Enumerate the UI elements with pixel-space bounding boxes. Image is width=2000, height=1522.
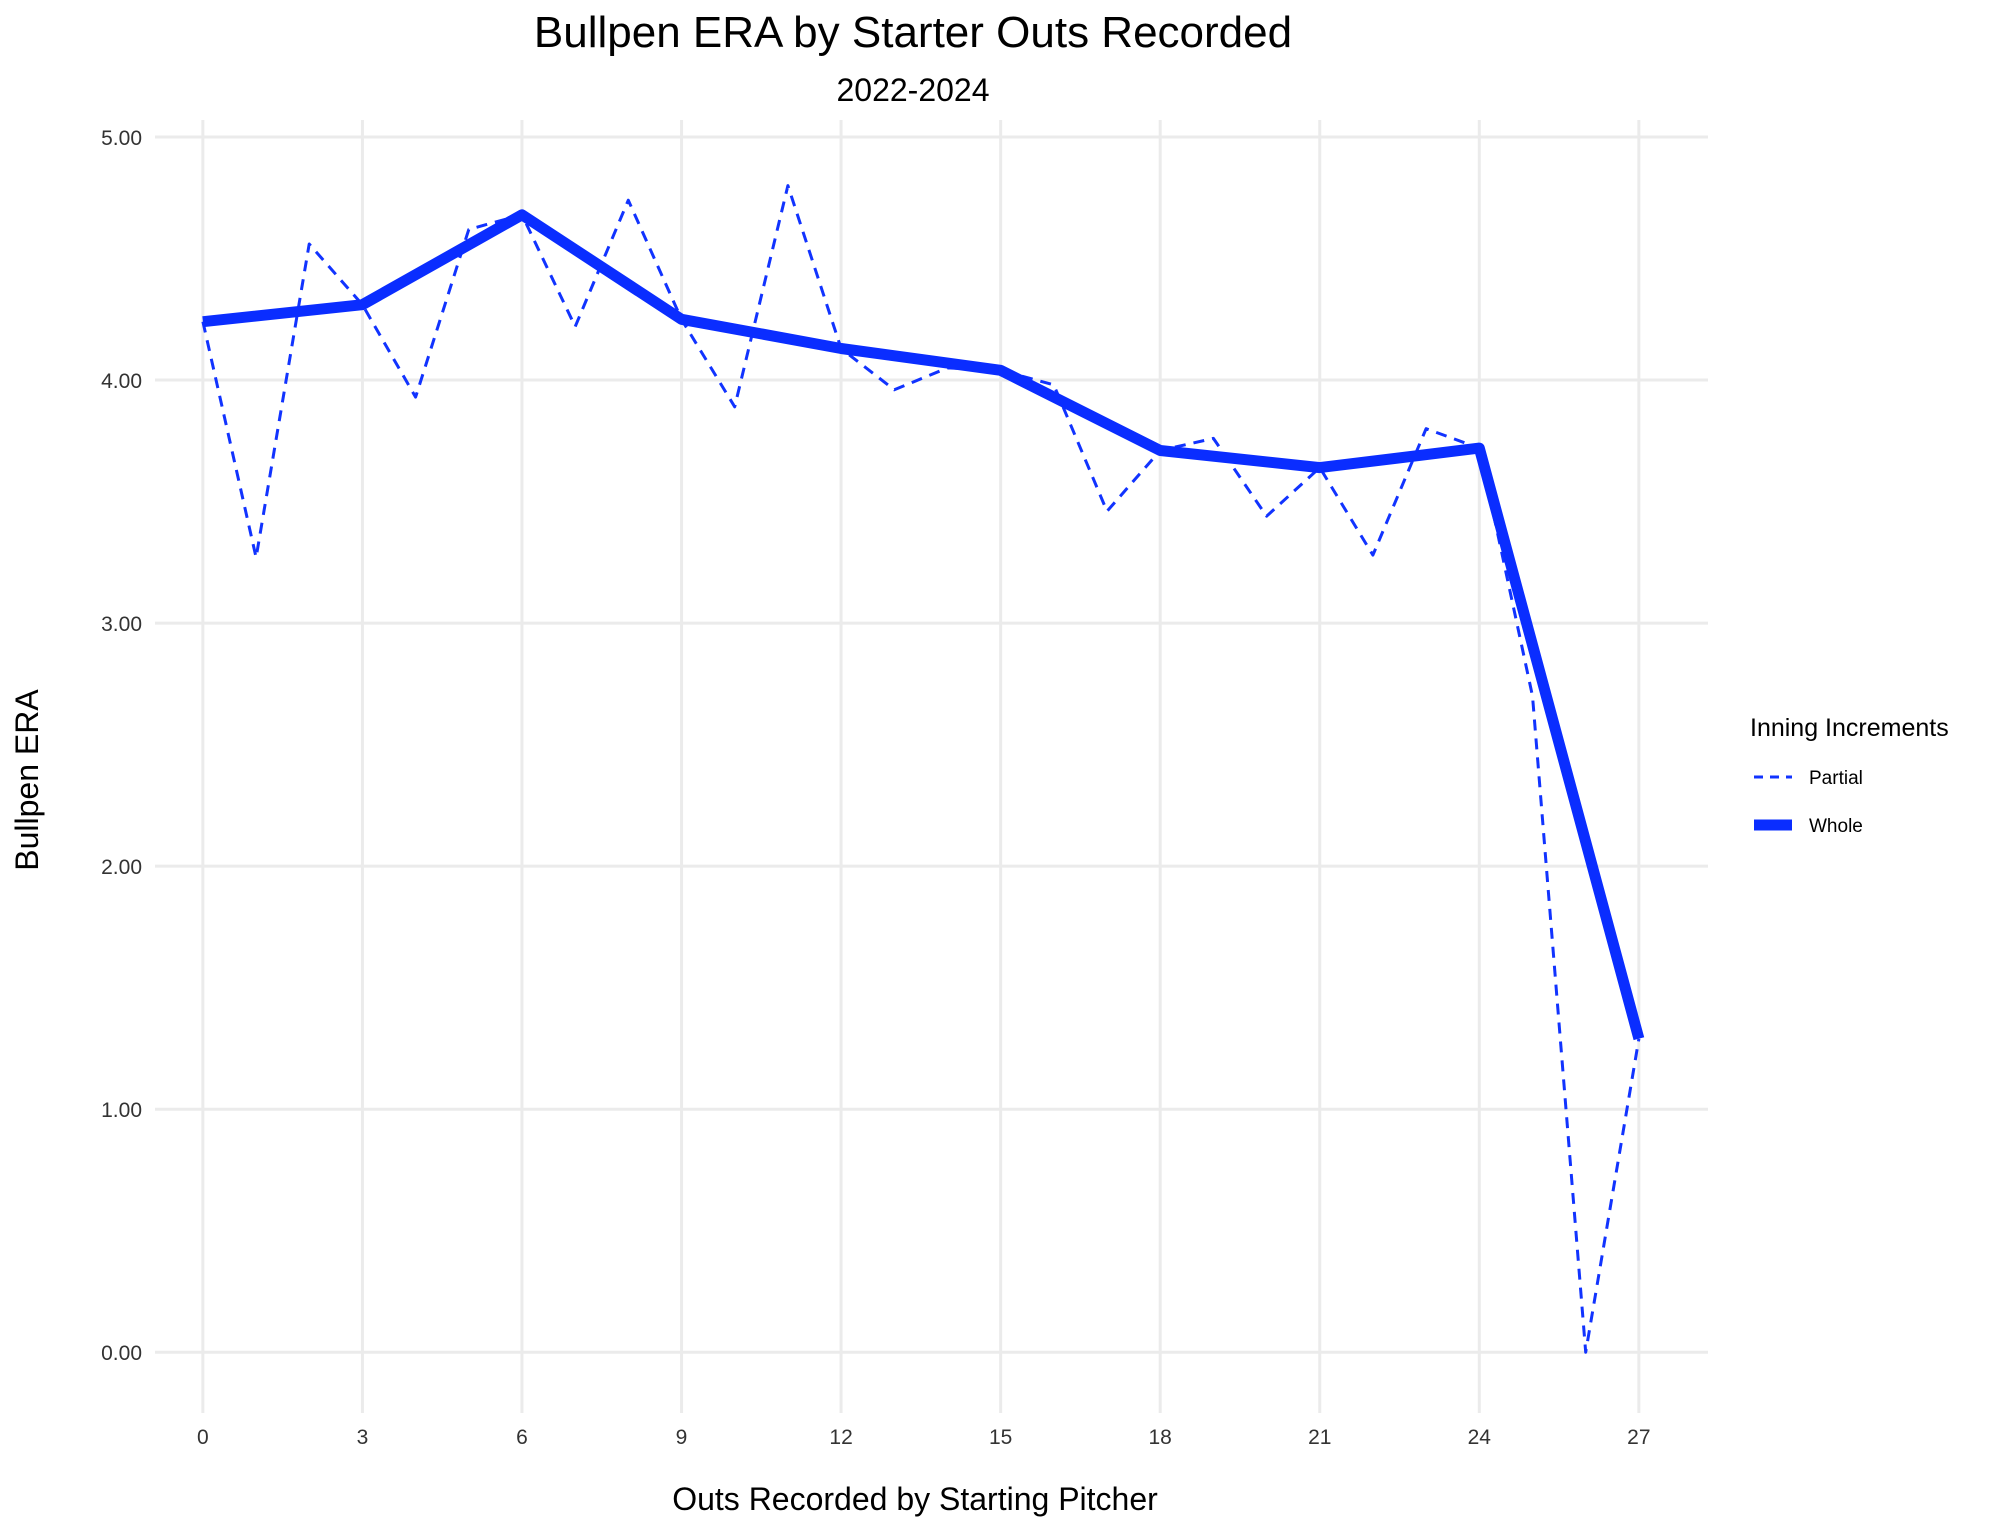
series-line-whole bbox=[202, 209, 1645, 1041]
x-tick-label: 9 bbox=[676, 1426, 688, 1449]
y-tick-label: 1.00 bbox=[101, 1099, 142, 1122]
legend-label-partial: Partial bbox=[1809, 768, 1863, 789]
x-tick-label: 12 bbox=[829, 1426, 852, 1449]
y-tick-label: 0.00 bbox=[101, 1342, 142, 1365]
x-tick-label: 18 bbox=[1149, 1426, 1172, 1449]
x-axis-title: Outs Recorded by Starting Pitcher bbox=[672, 1481, 1158, 1517]
x-tick-label: 6 bbox=[516, 1426, 528, 1449]
y-tick-label: 3.00 bbox=[101, 613, 142, 636]
legend: Inning Increments Partial Whole bbox=[1750, 714, 1949, 837]
y-tick-label: 5.00 bbox=[101, 127, 142, 150]
x-tick-label: 24 bbox=[1468, 1426, 1492, 1449]
y-tick-label: 2.00 bbox=[101, 856, 142, 879]
grid-layer bbox=[155, 120, 1708, 1413]
x-tick-label: 21 bbox=[1308, 1426, 1331, 1449]
y-tick-label: 4.00 bbox=[101, 370, 142, 393]
x-tick-label: 0 bbox=[197, 1426, 209, 1449]
x-tick-label: 15 bbox=[989, 1426, 1012, 1449]
y-axis-title: Bullpen ERA bbox=[9, 689, 45, 871]
tick-layer: 0.00 1.00 2.00 3.00 4.00 5.00 0 3 6 9 12 15 18 21 24 27 bbox=[101, 127, 1650, 1449]
chart-title: Bullpen ERA by Starter Outs Recorded bbox=[534, 8, 1292, 57]
series-layer bbox=[201, 184, 1645, 1354]
legend-label-whole: Whole bbox=[1809, 816, 1863, 837]
legend-title: Inning Increments bbox=[1750, 714, 1949, 742]
series-line-partial bbox=[201, 184, 1641, 1354]
x-tick-label: 27 bbox=[1627, 1426, 1650, 1449]
chart-subtitle: 2022-2024 bbox=[836, 72, 989, 108]
x-tick-label: 3 bbox=[357, 1426, 369, 1449]
